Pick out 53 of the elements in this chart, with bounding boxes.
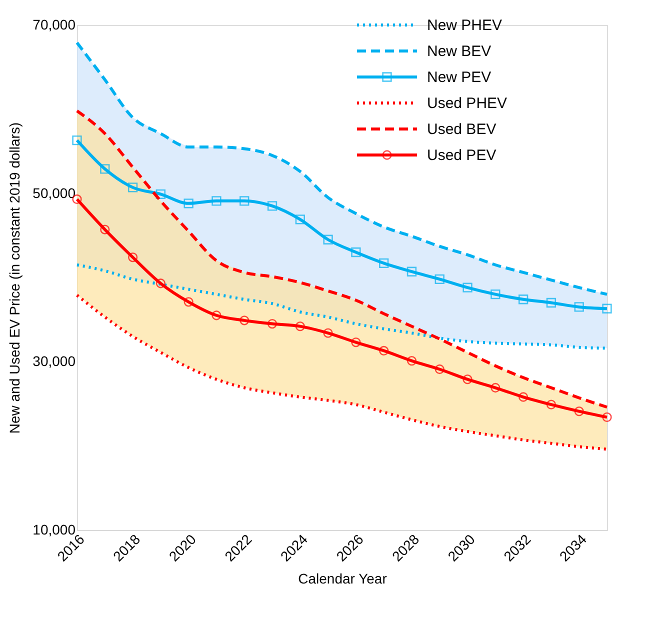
point (379, 258, 389, 268)
legend-label: New BEV (427, 43, 492, 60)
point (351, 247, 361, 258)
point (156, 278, 166, 288)
point (295, 321, 305, 332)
point (490, 382, 500, 393)
point (434, 364, 444, 374)
y-tick-label: 50,000 (32, 184, 76, 201)
point (267, 201, 278, 211)
point (406, 266, 417, 276)
legend-label: Used PEV (427, 147, 496, 164)
y-tick-label: 10,000 (32, 522, 76, 538)
legend-label: Used BEV (427, 121, 496, 138)
line-series (76, 294, 608, 451)
point (602, 304, 612, 314)
point (323, 234, 333, 244)
point (240, 196, 250, 206)
y-axis-title: New and Used EV Price (in constant 2019 dollars) (6, 122, 23, 434)
point (518, 294, 528, 304)
point (379, 346, 389, 356)
line-series (76, 41, 608, 296)
point (295, 214, 305, 224)
point (184, 297, 194, 307)
legend-label: New PEV (427, 69, 492, 86)
point (546, 298, 556, 308)
point (267, 318, 278, 329)
point (490, 290, 500, 300)
point (434, 274, 444, 284)
point (574, 302, 584, 312)
point (128, 182, 138, 192)
legend-label: Used PHEV (427, 95, 508, 112)
point (212, 310, 222, 320)
point (462, 282, 472, 292)
point (462, 374, 472, 384)
point (574, 406, 584, 416)
legend-label: New PHEV (427, 17, 502, 34)
y-tick-label: 30,000 (32, 353, 76, 370)
point (128, 252, 138, 262)
point (100, 164, 110, 174)
point (518, 392, 528, 402)
point (323, 328, 333, 338)
point (212, 196, 222, 206)
point (546, 400, 556, 410)
point (240, 316, 250, 326)
point (184, 198, 194, 208)
point (100, 224, 110, 234)
point (156, 189, 166, 200)
y-tick-label: 70,000 (32, 16, 76, 32)
x-axis-title: Calendar Year (298, 570, 388, 586)
point (602, 412, 612, 422)
point (351, 337, 361, 348)
point (72, 135, 82, 146)
point (406, 356, 417, 366)
